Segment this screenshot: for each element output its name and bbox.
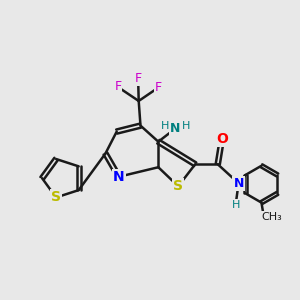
Text: O: O bbox=[216, 132, 228, 146]
Text: CH₃: CH₃ bbox=[262, 212, 283, 222]
Text: N: N bbox=[233, 177, 244, 190]
Text: F: F bbox=[114, 80, 122, 94]
Text: N: N bbox=[170, 122, 181, 135]
Text: N: N bbox=[113, 170, 124, 184]
Text: H: H bbox=[182, 121, 190, 130]
Text: F: F bbox=[134, 72, 142, 85]
Text: S: S bbox=[173, 179, 183, 193]
Text: H: H bbox=[231, 200, 240, 210]
Text: H: H bbox=[161, 121, 169, 130]
Text: S: S bbox=[51, 190, 61, 205]
Text: F: F bbox=[155, 81, 162, 94]
